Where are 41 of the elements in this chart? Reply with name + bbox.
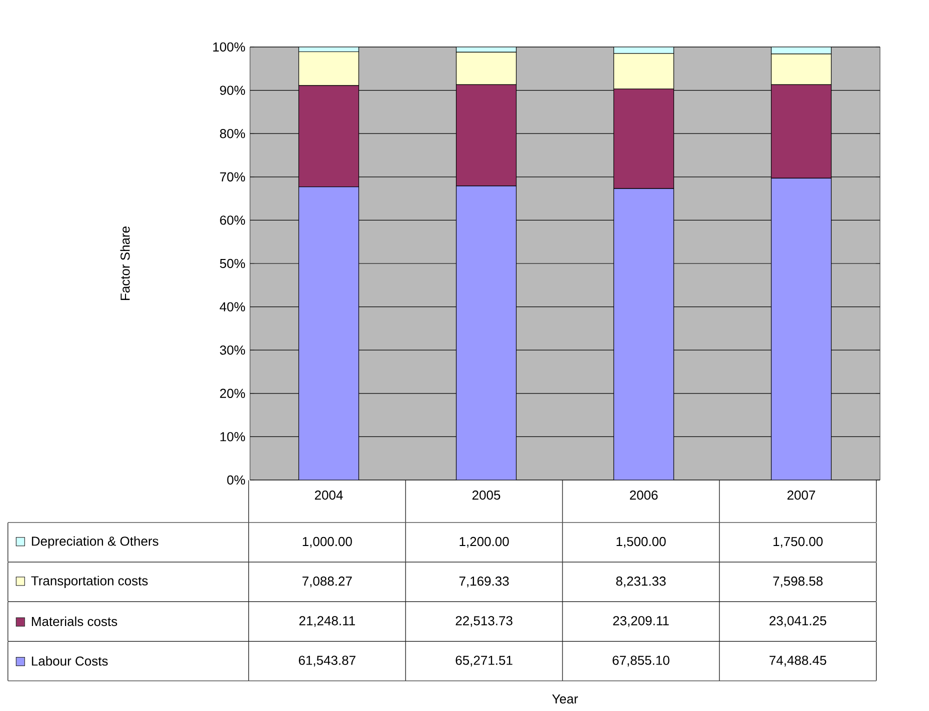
y-axis-title: Factor Share [120,226,130,300]
y-tick-label: 80% [220,128,245,138]
text: 67,855.10 [612,656,670,666]
text: 7,598.58 [773,576,823,588]
legend-label: Depreciation & Others [32,536,158,548]
text: 61,543.87 [298,656,356,666]
x-tick-label: 2004 [314,490,343,500]
text: 8,231.33 [616,576,666,588]
text: 7,169.33 [459,576,509,588]
legend-label: Materials costs [32,616,118,626]
text: 65,271.51 [456,656,512,666]
y-tick-label: 20% [220,388,245,398]
legend-label: Transportation costs [31,576,148,588]
y-tick-label: 70% [220,172,245,182]
legend-label: Labour Costs [32,656,108,666]
text: 21,248.11 [299,616,355,627]
y-tick-label: 0% [227,475,246,485]
x-axis-title: Year [552,694,578,704]
y-tick-label: 10% [220,432,245,442]
text: 74,488.45 [770,656,826,666]
y-tick-label: 60% [220,216,245,225]
text: 1,000.00 [302,536,352,548]
y-tick-label: 50% [220,258,245,268]
text: 1,750.00 [774,536,823,548]
text: 1,200.00 [460,536,509,548]
y-tick-label: 90% [220,86,245,95]
y-tick-label: 30% [220,345,245,355]
bar [456,186,517,480]
bar [613,188,674,480]
y-tick-label: 100% [213,42,245,52]
text: 22,513.73 [456,616,512,627]
text: 1,500.00 [616,536,666,548]
text: 23,041.25 [770,616,826,627]
text: 7,088.27 [302,576,352,588]
x-tick-label: 2005 [472,490,500,500]
bar [770,178,832,480]
text: 23,209.11 [613,616,669,627]
y-tick-label: 40% [220,302,245,312]
bar [298,186,360,480]
x-tick-label: 2006 [630,490,658,500]
x-tick-label: 2007 [787,490,816,500]
